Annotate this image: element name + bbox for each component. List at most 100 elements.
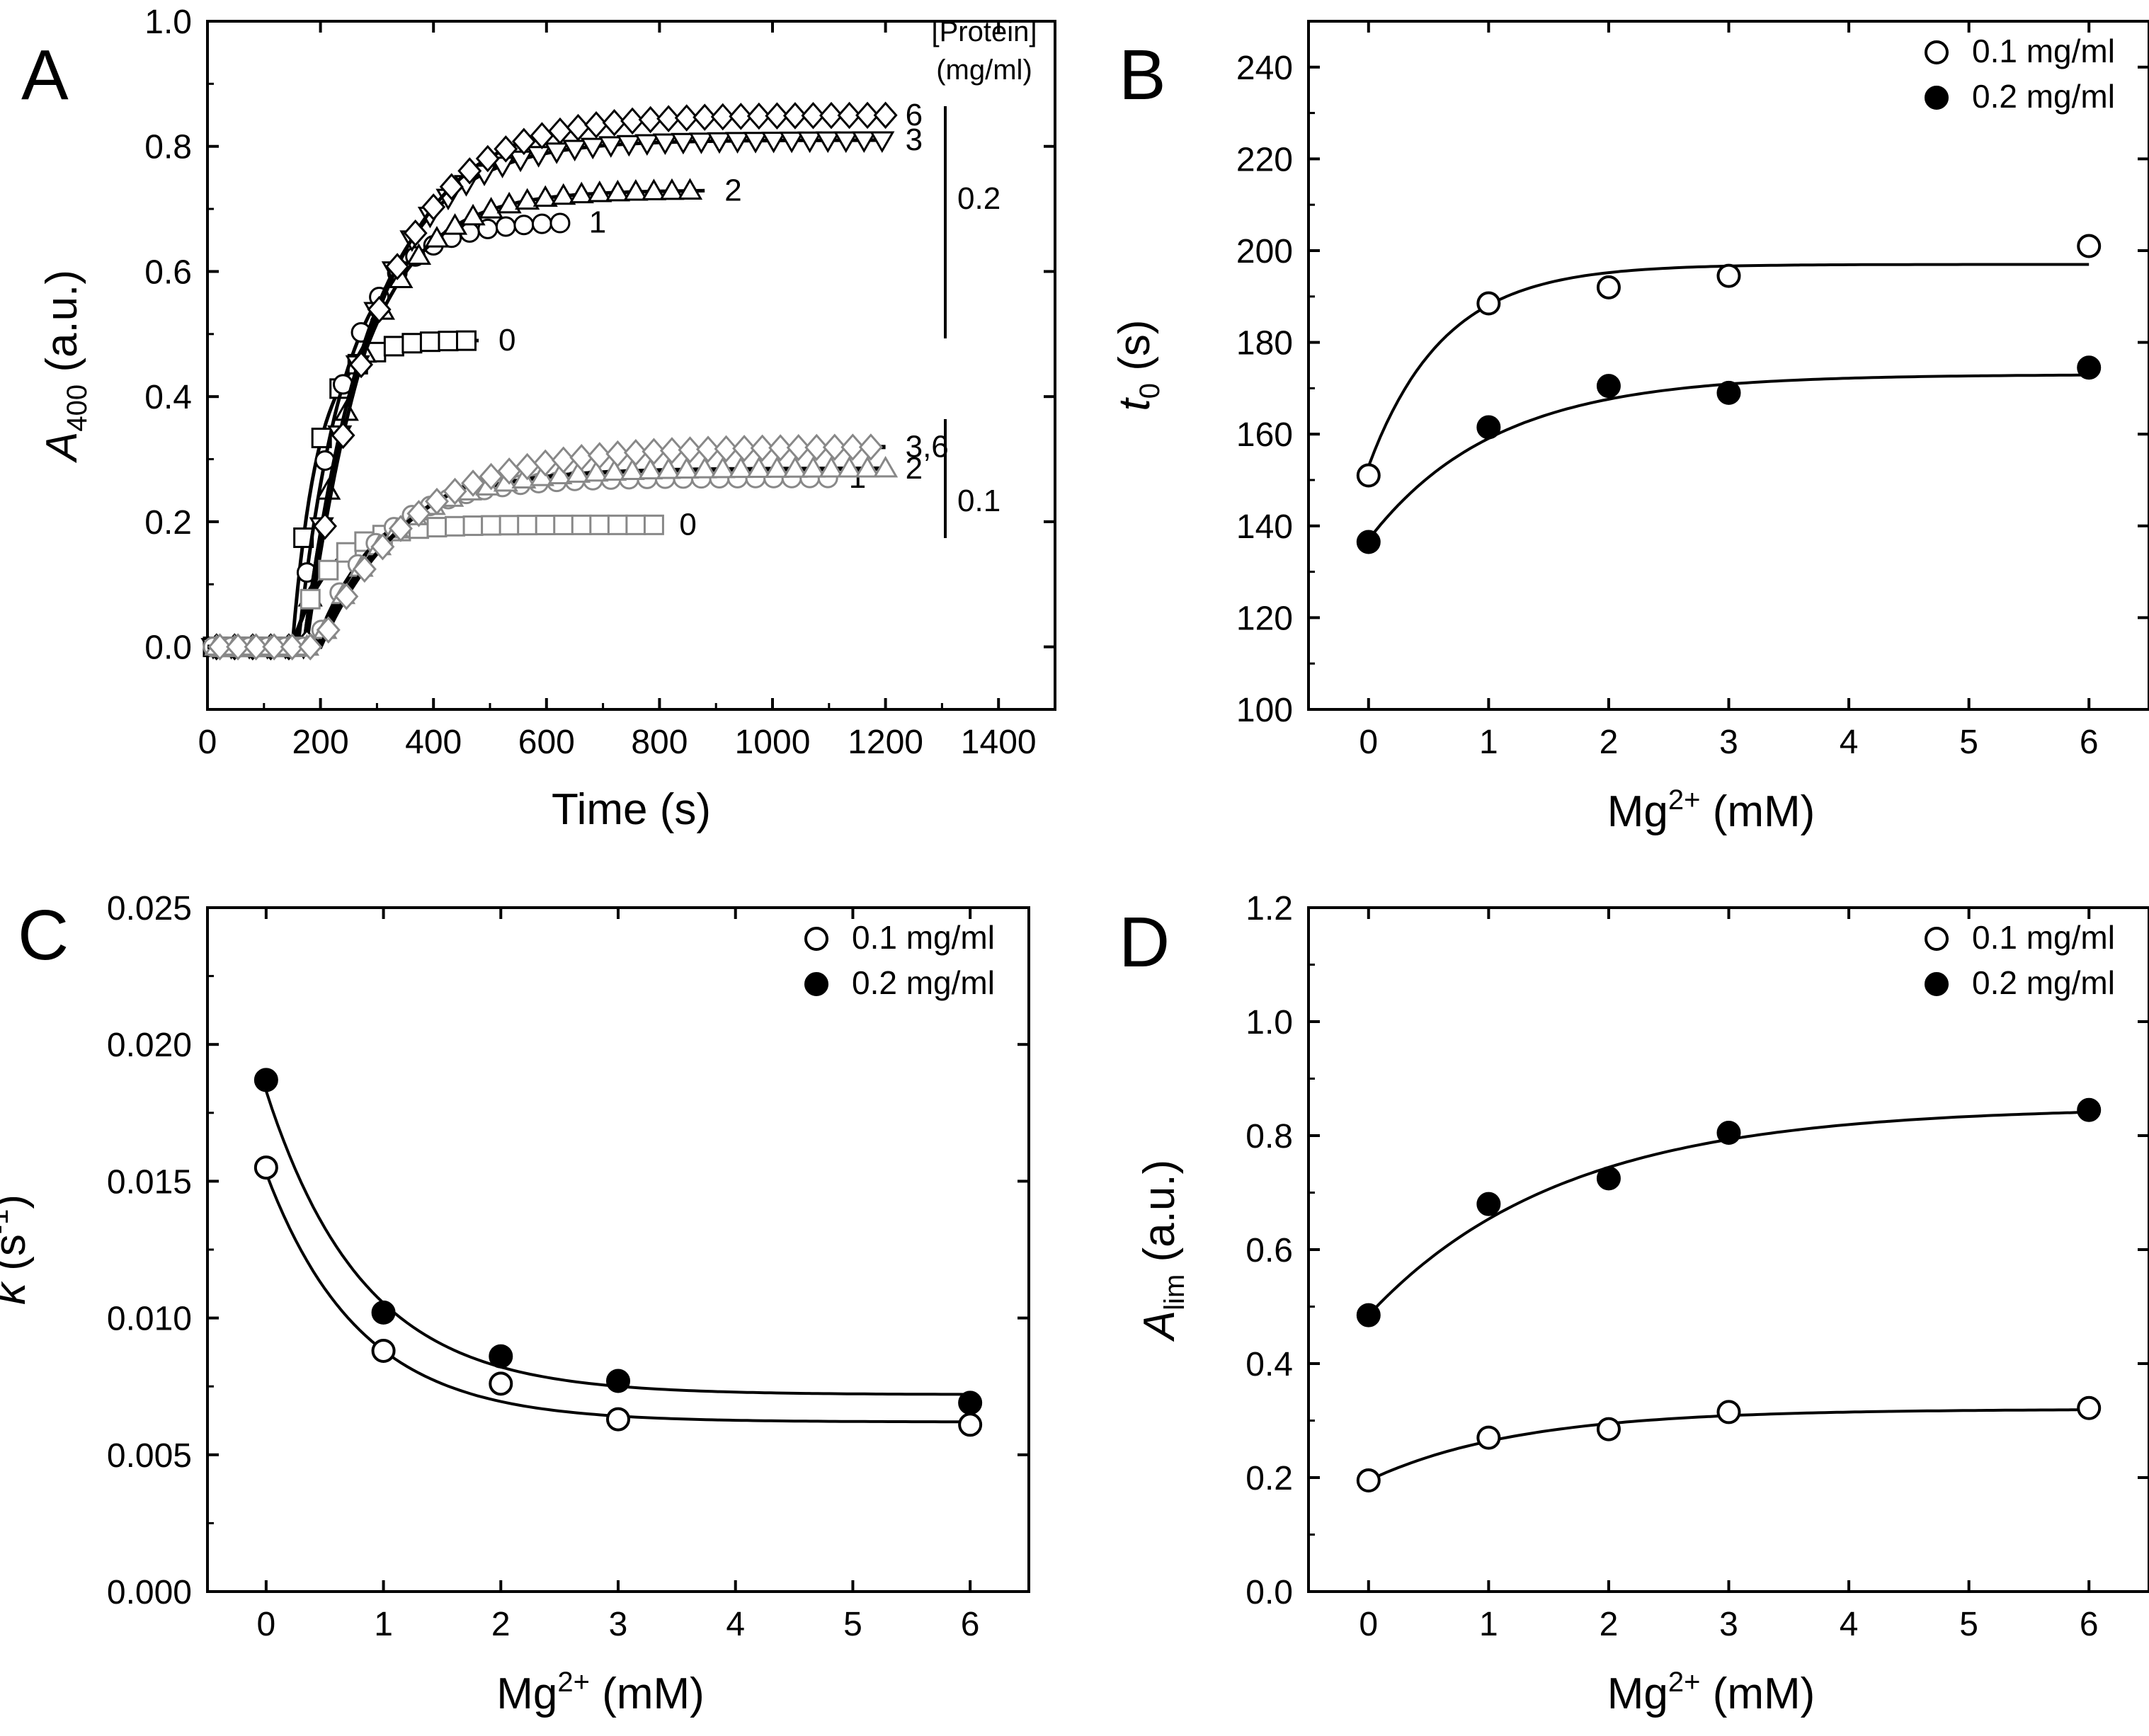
data-point bbox=[1356, 530, 1381, 554]
group-label-0.1: 0.1 bbox=[957, 484, 1001, 518]
data-point bbox=[1716, 1120, 1741, 1145]
series-label: 0 bbox=[498, 323, 515, 358]
x-tick-label: 0 bbox=[198, 724, 217, 761]
y-tick-label: 200 bbox=[1236, 233, 1293, 270]
data-point bbox=[870, 131, 895, 154]
x-tick-label: 6 bbox=[961, 1606, 980, 1643]
data-point bbox=[371, 1300, 396, 1325]
data-point bbox=[481, 515, 502, 536]
data-point bbox=[406, 243, 432, 265]
series-0.2-mg/ml bbox=[1356, 1097, 2102, 1327]
panel-letter-d: D bbox=[1119, 903, 1170, 982]
data-point bbox=[334, 583, 359, 610]
data-point bbox=[1716, 263, 1741, 288]
data-point bbox=[280, 633, 304, 661]
data-point bbox=[370, 533, 395, 561]
data-point bbox=[532, 185, 558, 207]
y-tick-label: 240 bbox=[1236, 50, 1293, 87]
data-point bbox=[625, 514, 646, 535]
data-point bbox=[819, 456, 844, 478]
data-point bbox=[403, 219, 428, 247]
legend-marker bbox=[1925, 40, 1949, 64]
data-point bbox=[836, 455, 862, 478]
series-label: 0 bbox=[679, 507, 696, 542]
data-point bbox=[598, 136, 624, 158]
x-tick-label: 1400 bbox=[961, 724, 1037, 761]
x-tick-label: 3 bbox=[1719, 1606, 1738, 1643]
x-tick-label: 2 bbox=[491, 1606, 511, 1643]
data-point bbox=[316, 616, 341, 644]
data-point bbox=[531, 213, 552, 234]
data-point bbox=[318, 559, 339, 581]
y-tick-label: 1.0 bbox=[1245, 1004, 1293, 1041]
data-point bbox=[419, 331, 440, 353]
data-point bbox=[547, 462, 573, 484]
data-point bbox=[331, 421, 355, 450]
x-tick-label: 600 bbox=[518, 724, 575, 761]
data-point bbox=[833, 131, 859, 154]
data-point bbox=[566, 113, 591, 142]
data-point bbox=[562, 139, 588, 161]
data-point bbox=[513, 215, 535, 236]
legend-label: 0.1 mg/ml bbox=[1972, 919, 2115, 956]
data-point bbox=[746, 456, 772, 478]
x-tick-label: 200 bbox=[292, 724, 349, 761]
data-point bbox=[424, 226, 450, 248]
data-point bbox=[1596, 1417, 1621, 1441]
legend: 0.1 mg/ml 0.2 mg/ml bbox=[1925, 33, 2115, 115]
data-point bbox=[607, 514, 628, 535]
series-0.2-mg/ml bbox=[1356, 355, 2102, 554]
legend: 0.1 mg/ml 0.2 mg/ml bbox=[804, 919, 995, 1001]
data-point bbox=[511, 127, 536, 156]
x-tick-label: 800 bbox=[631, 724, 688, 761]
data-point bbox=[764, 456, 790, 478]
panel-d: D 0 1 2 3 4 5 6 0.0 0.2 0.4 0.6 0.8 1.0 1.2 Mg2+ (mM) A… bbox=[1119, 890, 2149, 1718]
data-point bbox=[634, 134, 660, 156]
data-point bbox=[656, 457, 681, 479]
x-tick-label: 1 bbox=[374, 1606, 393, 1643]
data-point bbox=[439, 173, 464, 200]
x-axis-title: Mg2+ (mM) bbox=[496, 1667, 705, 1718]
data-point bbox=[461, 469, 486, 497]
data-point bbox=[455, 330, 477, 351]
y-tick-label: 0.4 bbox=[1245, 1346, 1293, 1383]
x-tick-label: 3 bbox=[609, 1606, 628, 1643]
data-point bbox=[674, 104, 699, 132]
x-tick-label: 0 bbox=[1359, 724, 1378, 761]
data-point bbox=[352, 555, 377, 583]
data-point bbox=[460, 203, 486, 226]
legend-title-2: (mg/ml) bbox=[936, 55, 1032, 86]
x-tick-label: 0 bbox=[1359, 1606, 1378, 1643]
y-tick-label: 0.6 bbox=[1245, 1232, 1293, 1269]
data-point bbox=[620, 107, 645, 135]
data-point bbox=[498, 515, 520, 536]
data-point bbox=[623, 178, 649, 201]
series-label: 2 bbox=[724, 173, 741, 207]
data-point bbox=[819, 101, 843, 130]
data-point bbox=[710, 103, 735, 131]
y-tick-label: 0.4 bbox=[144, 379, 192, 416]
data-point bbox=[643, 514, 664, 535]
data-point bbox=[496, 191, 522, 214]
x-tick-label: 0 bbox=[257, 1606, 276, 1643]
data-point bbox=[782, 456, 808, 478]
data-point bbox=[678, 436, 702, 464]
data-point bbox=[851, 131, 877, 154]
y-tick-label: 0.000 bbox=[107, 1574, 192, 1611]
y-tick-label: 0.010 bbox=[107, 1301, 192, 1338]
data-point bbox=[804, 433, 829, 462]
data-point bbox=[580, 137, 605, 160]
legend-marker bbox=[1925, 86, 1949, 110]
x-tick-label: 1200 bbox=[848, 724, 923, 761]
data-point bbox=[623, 439, 648, 467]
panel-c: C 0 1 2 3 4 5 6 0.000 0.005 0.010 0.015 0.020 0.025 M… bbox=[0, 890, 1030, 1718]
data-point bbox=[475, 144, 500, 173]
legend-label: 0.2 mg/ml bbox=[1972, 78, 2115, 115]
data-point bbox=[1596, 275, 1621, 299]
data-point bbox=[656, 105, 681, 132]
data-point bbox=[508, 150, 533, 173]
data-point bbox=[1476, 1192, 1501, 1216]
data-point bbox=[479, 462, 503, 491]
data-point bbox=[606, 1407, 630, 1432]
